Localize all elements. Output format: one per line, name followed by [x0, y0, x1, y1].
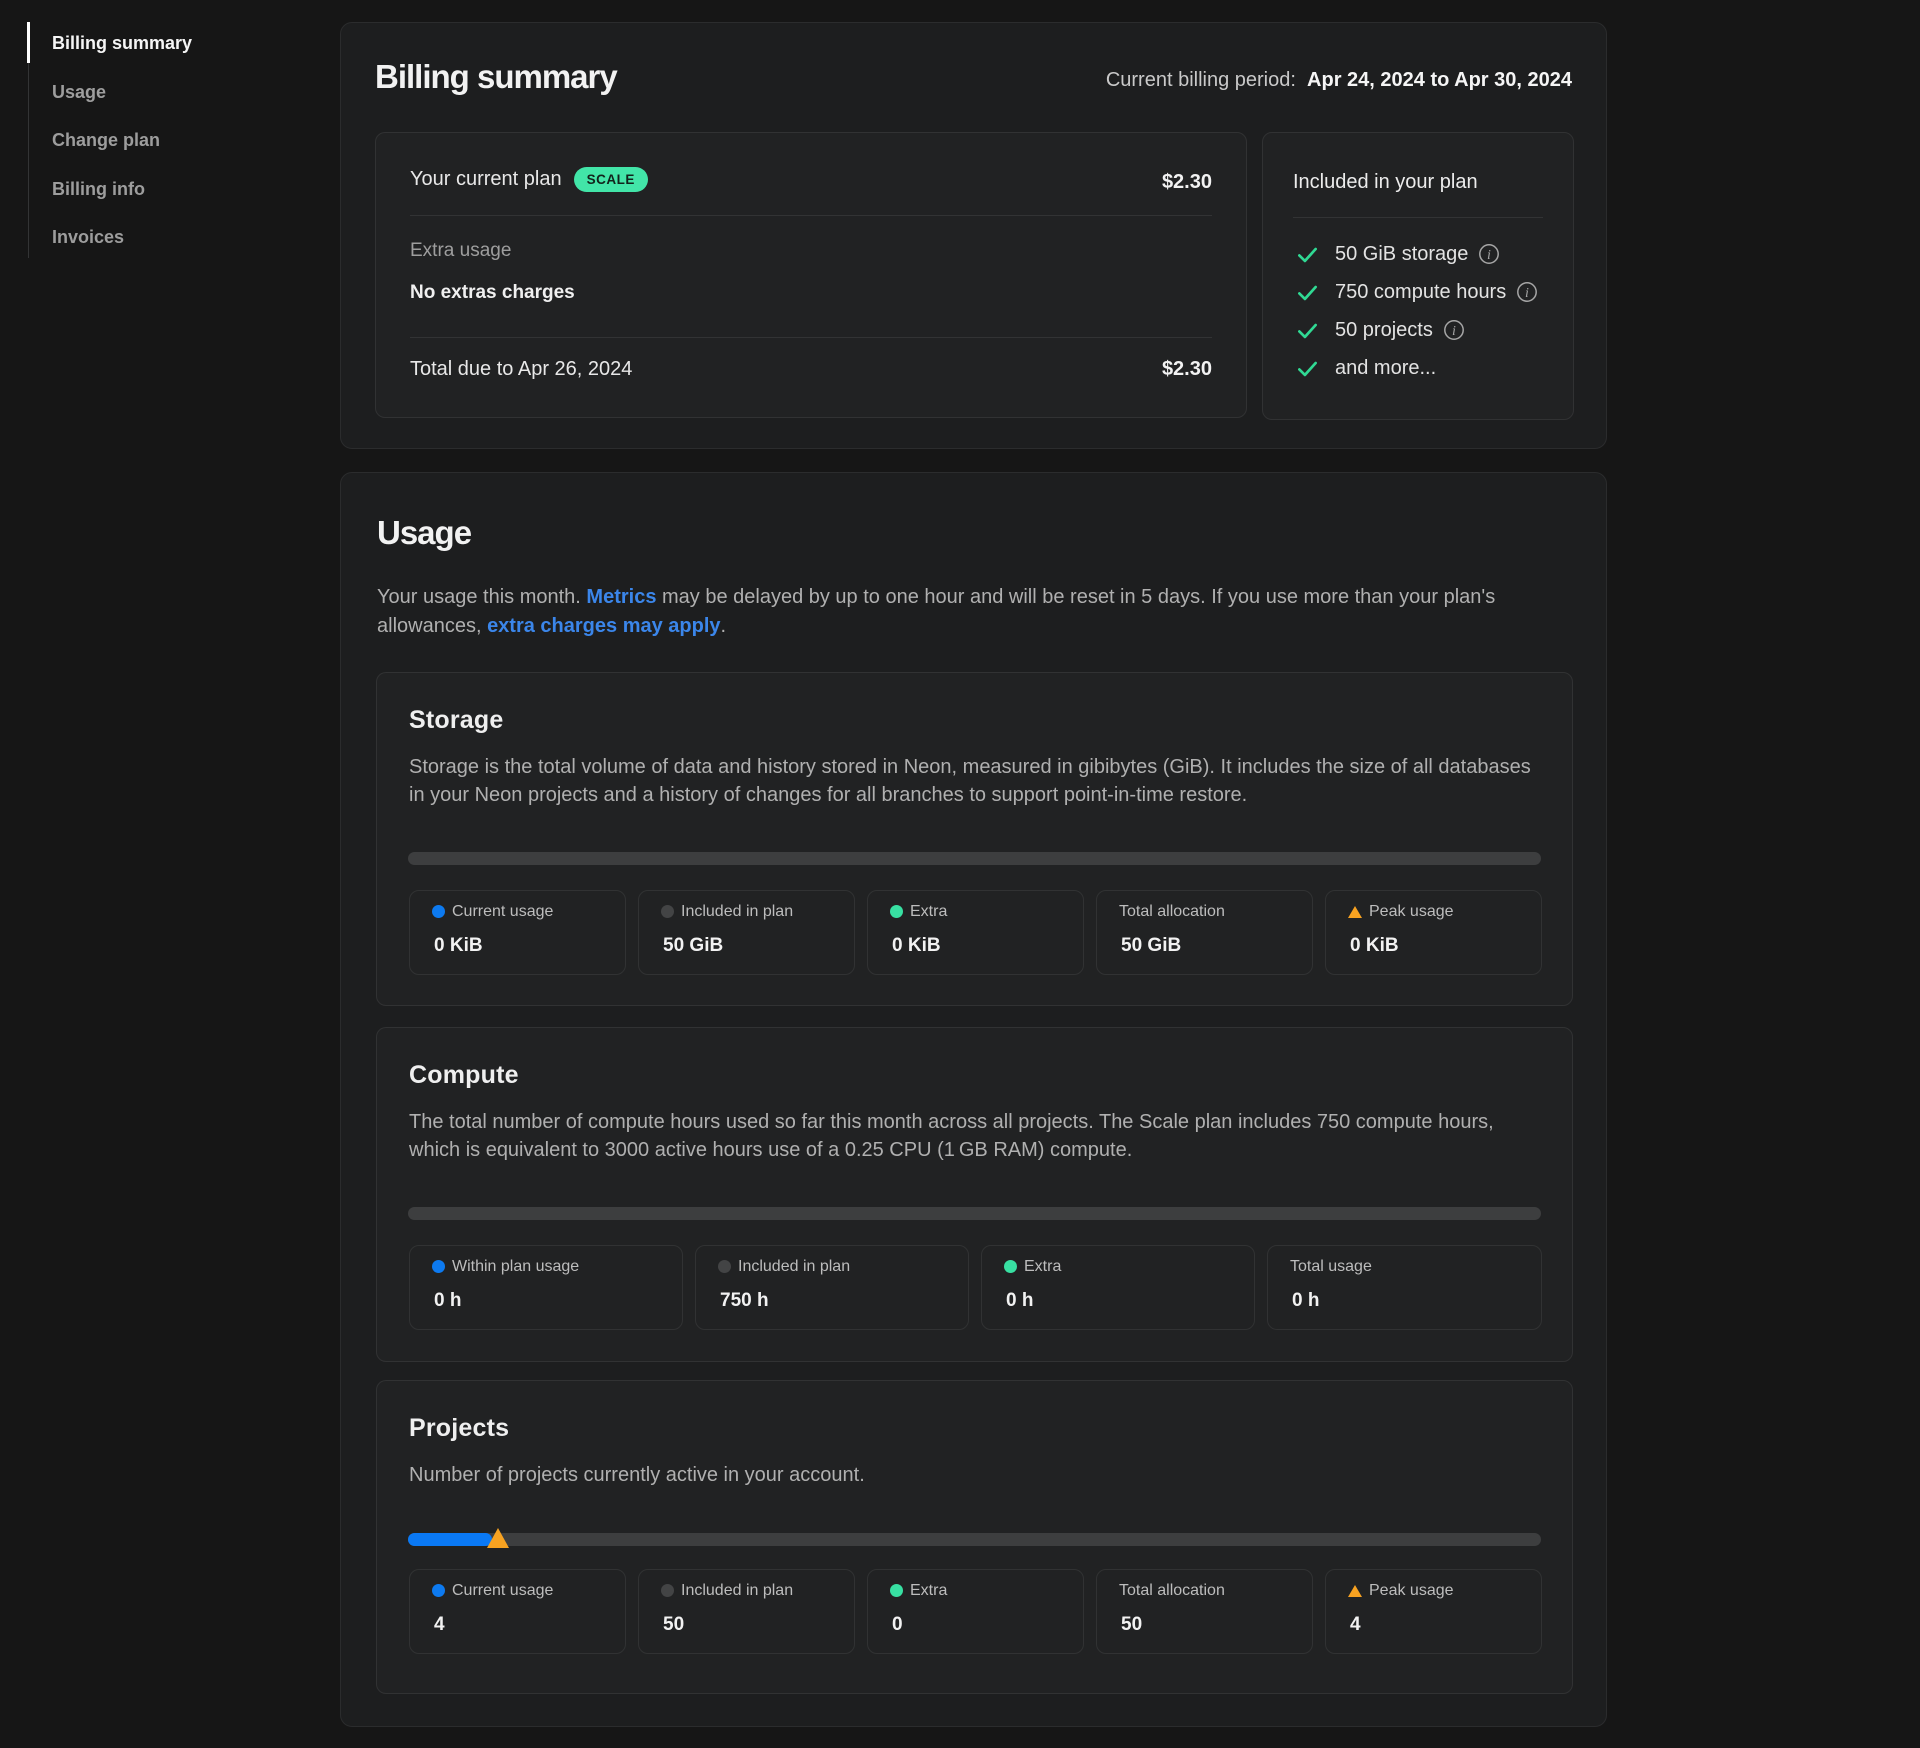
- svg-text:i: i: [1452, 324, 1456, 339]
- svg-text:i: i: [1525, 286, 1529, 301]
- svg-text:i: i: [1487, 248, 1491, 263]
